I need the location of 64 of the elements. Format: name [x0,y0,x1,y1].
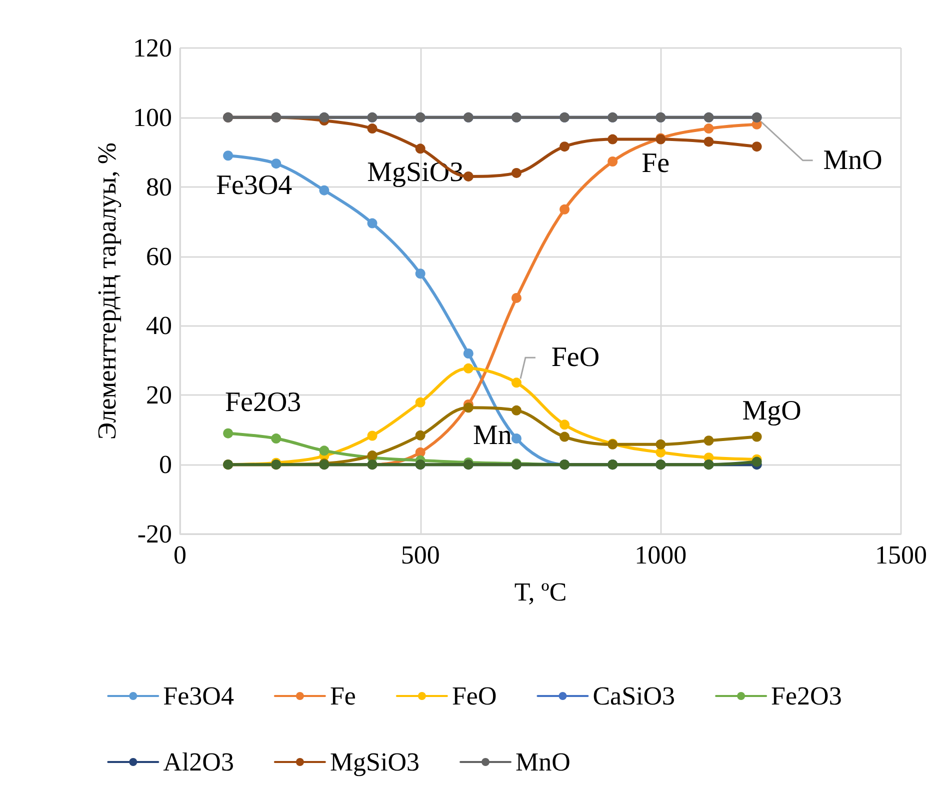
point [463,363,474,374]
legend-label: Fe [330,682,356,710]
annotation: Fe3O4 [216,170,292,202]
x-tick-label: 1000 [634,540,687,570]
annotation: MgO [742,395,802,426]
point [415,268,426,279]
point [367,124,378,134]
point [271,158,282,169]
y-tick-label: 80 [146,172,172,202]
annotation: MgSiO3 [367,156,464,188]
point [704,136,714,147]
annotation: FeO [551,342,600,374]
point [319,446,330,456]
point [367,430,378,441]
point [463,402,474,413]
point [223,150,234,161]
point [463,171,474,182]
y-tick-label: 100 [133,102,172,132]
legend-label: CaSiO3 [592,682,676,710]
x-tick-label: 1500 [875,540,927,570]
point [223,428,234,438]
annotation: Mn [473,420,512,452]
point [560,420,570,430]
point [656,439,666,450]
point [608,156,618,167]
y-tick-label: 120 [133,34,172,62]
y-tick-label: -20 [137,520,172,548]
point [319,185,330,196]
point [271,434,282,444]
annotation: Fe [642,148,670,180]
y-tick-label: 20 [146,380,172,410]
annotation: MnO [823,144,882,176]
point [511,405,522,416]
point [511,168,522,178]
legend-label: FeO [452,682,497,710]
point [752,432,762,442]
y-tick-label: 40 [146,311,172,340]
legend-label: MgSiO3 [330,748,420,776]
legend-label: Fe2O3 [771,682,842,710]
point [511,378,522,388]
point [415,144,426,154]
x-tick-label: 500 [400,540,440,570]
point [511,292,522,303]
y-tick-label: 0 [159,450,172,480]
point [463,348,474,358]
legend-label: Al2O3 [163,748,234,776]
legend-label: MnO [516,748,570,776]
point [608,134,618,144]
point [415,397,426,408]
y-tick-label: 60 [146,242,172,271]
y-axis-title: Элементтердің таралуы, % [92,142,122,440]
point [560,204,570,214]
point [367,218,378,228]
point [560,142,570,152]
x-axis-title: T, ºC [514,578,567,606]
point [752,142,762,152]
point [560,432,570,442]
legend-label: Fe3O4 [163,682,234,710]
point [415,430,426,440]
annotation: Fe2O3 [224,386,302,418]
point [704,124,714,134]
point [704,436,714,446]
point [511,434,522,444]
point [752,456,762,467]
